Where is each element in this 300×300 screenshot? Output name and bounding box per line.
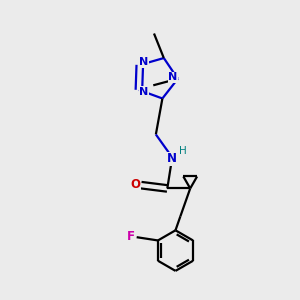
Text: N: N [139,57,148,67]
Text: N: N [167,152,177,166]
Text: N: N [168,72,178,82]
Text: F: F [127,230,135,243]
Text: N: N [139,87,148,97]
Text: H: H [179,146,187,156]
Text: O: O [130,178,140,191]
